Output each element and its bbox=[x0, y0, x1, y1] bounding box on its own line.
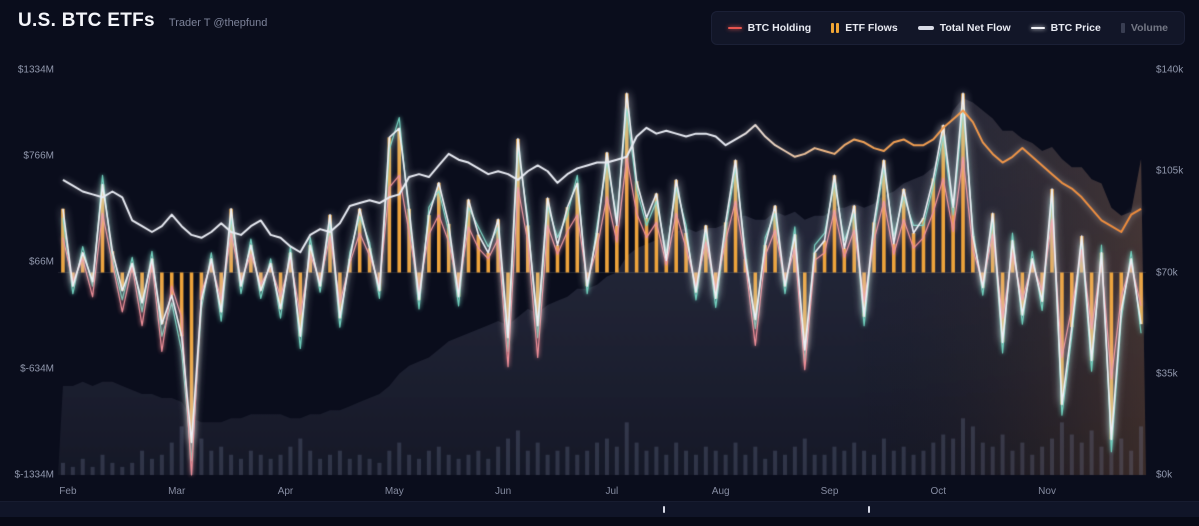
right-axis-tick: $70k bbox=[1156, 267, 1178, 278]
left-axis-tick: $766M bbox=[23, 150, 54, 162]
legend-label: Total Net Flow bbox=[939, 22, 1011, 34]
btc-holding-legend-icon bbox=[727, 27, 742, 29]
right-axis-tick: $35k bbox=[1156, 368, 1178, 380]
x-axis-label: Mar bbox=[168, 486, 186, 497]
legend-item-btc-holding[interactable]: BTC Holding bbox=[727, 22, 812, 34]
legend-item-btc-price[interactable]: BTC Price bbox=[1030, 22, 1101, 34]
x-axis-label: May bbox=[384, 486, 404, 497]
legend-item-etf-flows[interactable]: ETF Flows bbox=[831, 22, 898, 34]
right-axis-tick: $140k bbox=[1156, 64, 1184, 76]
legend-label: BTC Price bbox=[1050, 22, 1101, 34]
legend-label: BTC Holding bbox=[747, 22, 812, 34]
x-axis-label: Feb bbox=[59, 486, 77, 497]
header: U.S. BTC ETFs Trader T @thepfund bbox=[18, 10, 267, 32]
timeline-scrubber[interactable] bbox=[0, 501, 1199, 517]
legend-item-volume[interactable]: Volume bbox=[1120, 22, 1168, 34]
x-axis-label: Nov bbox=[1038, 486, 1056, 497]
legend-label: Volume bbox=[1130, 22, 1168, 34]
legend-item-total-net-flow[interactable]: Total Net Flow bbox=[917, 22, 1011, 34]
left-axis-tick: $66M bbox=[28, 256, 54, 268]
bottom-edge bbox=[0, 517, 1199, 526]
page-title: U.S. BTC ETFs bbox=[18, 10, 155, 31]
total-net-flow-legend-icon bbox=[917, 26, 934, 30]
etf-flows-legend-icon bbox=[831, 23, 840, 33]
left-axis-tick: $-634M bbox=[20, 363, 54, 375]
btc-price-legend-icon bbox=[1030, 27, 1045, 29]
x-axis-label: Apr bbox=[277, 486, 294, 497]
right-axis-tick: $0k bbox=[1156, 469, 1173, 481]
x-axis-label: Jun bbox=[495, 486, 512, 497]
x-axis-label: Jul bbox=[605, 486, 619, 497]
left-axis-tick: $1334M bbox=[17, 64, 54, 76]
page-subtitle: Trader T @thepfund bbox=[168, 17, 268, 29]
scrubber-marker[interactable] bbox=[663, 506, 666, 513]
left-axis-tick: $-1334M bbox=[14, 469, 54, 481]
x-axis-label: Oct bbox=[930, 486, 947, 497]
right-axis-tick: $105k bbox=[1156, 165, 1184, 177]
x-axis-label: Aug bbox=[711, 486, 730, 497]
x-axis-label: Sep bbox=[820, 486, 839, 497]
scrubber-marker[interactable] bbox=[868, 506, 871, 513]
chart-legend: BTC Holding ETF Flows Total Net Flow BTC Pr… bbox=[710, 11, 1185, 45]
legend-label: ETF Flows bbox=[845, 22, 898, 34]
volume-legend-icon bbox=[1120, 23, 1125, 33]
